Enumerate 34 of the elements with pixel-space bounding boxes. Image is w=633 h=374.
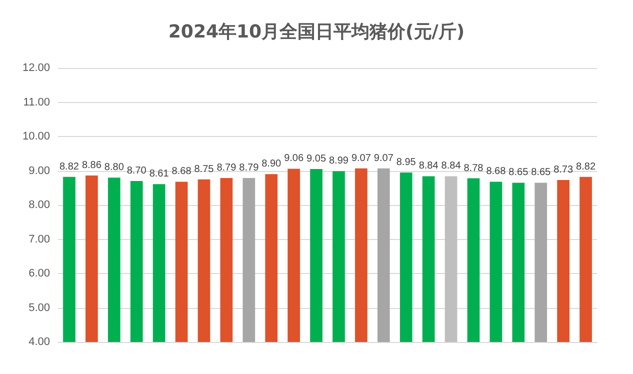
data-label: 9.06: [284, 153, 304, 164]
y-tick-label: 9.00: [28, 164, 50, 177]
data-label: 8.68: [486, 166, 506, 178]
data-label: 8.73: [554, 164, 574, 176]
data-label: 8.65: [531, 167, 552, 178]
y-tick-label: 4.00: [28, 336, 50, 348]
data-label: 8.86: [82, 160, 102, 172]
y-tick-label: 5.00: [28, 302, 50, 314]
data-label: 8.75: [194, 164, 214, 175]
data-label: 8.70: [126, 166, 147, 177]
y-tick-label: 8.00: [28, 199, 50, 211]
data-label: 8.84: [418, 160, 439, 172]
data-label: 8.95: [396, 156, 416, 168]
data-label: 8.68: [172, 166, 192, 178]
y-tick-label: 12.00: [22, 62, 50, 74]
y-tick-label: 7.00: [28, 233, 50, 246]
data-label: 9.07: [351, 152, 372, 164]
chart-title: 2024年10月全国日平均猪价(元/斤): [168, 22, 465, 42]
data-label: 8.84: [441, 160, 462, 172]
data-label: 8.79: [216, 162, 237, 174]
data-label: 8.78: [464, 162, 484, 174]
data-label: 8.65: [508, 167, 529, 178]
y-tick-label: 6.00: [28, 268, 50, 280]
y-tick-label: 11.00: [23, 96, 50, 108]
data-label: 9.07: [374, 152, 394, 164]
data-label: 8.99: [328, 156, 349, 167]
data-label: 8.61: [149, 168, 170, 180]
data-label: 9.05: [306, 154, 326, 165]
y-tick-label: 10.00: [22, 130, 50, 142]
data-label: 8.79: [239, 162, 260, 174]
data-label: 8.82: [59, 161, 80, 172]
data-label: 8.80: [104, 162, 124, 174]
data-label: 8.90: [262, 158, 282, 170]
data-label: 8.82: [576, 161, 596, 172]
